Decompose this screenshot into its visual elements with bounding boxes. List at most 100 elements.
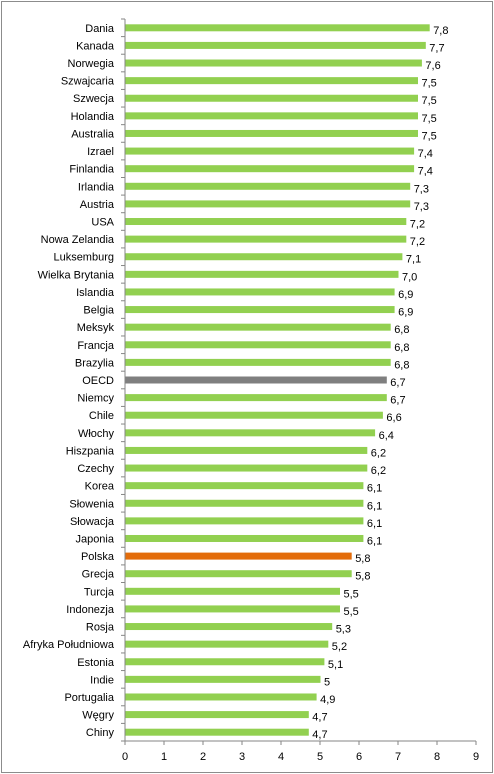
bar [125, 394, 387, 402]
category-label: Belgia [83, 305, 114, 317]
x-tick-label: 8 [434, 751, 440, 763]
bar [125, 623, 333, 631]
category-label: Nowa Zelandia [41, 234, 115, 246]
category-label: Chile [89, 410, 114, 422]
bar [125, 270, 399, 278]
x-tick-label: 1 [161, 751, 167, 763]
data-label: 4,9 [320, 694, 335, 706]
data-label: 6,7 [390, 395, 405, 407]
category-label: Węgry [82, 710, 114, 722]
x-tick-label: 2 [200, 751, 206, 763]
bar [125, 218, 407, 226]
data-label: 5,5 [344, 588, 359, 600]
category-label: Estonia [77, 657, 115, 669]
data-label: 6,1 [367, 500, 382, 512]
category-label: Meksyk [77, 322, 115, 334]
category-label: Japonia [75, 533, 114, 545]
data-label: 6,2 [371, 465, 386, 477]
chart-axes: 0 1 2 3 4 5 6 7 8 9 [121, 18, 479, 763]
category-label: Australia [71, 128, 115, 140]
category-label: Brazylia [75, 357, 115, 369]
bar [125, 253, 403, 261]
data-label: 7,2 [410, 236, 425, 248]
data-label: 6,1 [367, 518, 382, 530]
data-label: 6,9 [398, 289, 413, 301]
x-tick-label: 3 [239, 751, 245, 763]
x-tick-label: 6 [356, 751, 362, 763]
x-tick-label: 5 [317, 751, 323, 763]
data-label: 7,3 [414, 201, 429, 213]
data-label: 7,0 [402, 271, 417, 283]
data-label: 7,5 [422, 95, 437, 107]
x-tick-label: 4 [278, 751, 284, 763]
category-label: Finlandia [69, 164, 115, 176]
category-label: Czechy [77, 463, 114, 475]
bar [125, 658, 325, 666]
category-label: Portugalia [64, 692, 114, 704]
category-label: Islandia [76, 287, 115, 299]
category-label: Norwegia [68, 58, 115, 70]
bar [125, 605, 340, 613]
data-label: 5,1 [328, 659, 343, 671]
category-label: Dania [85, 23, 115, 35]
category-label: Wielka Brytania [38, 269, 115, 281]
data-label: 6,9 [398, 307, 413, 319]
bar [125, 587, 340, 595]
data-label: 5,3 [336, 624, 351, 636]
bar [125, 499, 364, 507]
category-label: Hiszpania [66, 445, 115, 457]
bar [125, 323, 391, 331]
category-label: Włochy [78, 428, 115, 440]
category-label: Indonezja [66, 604, 115, 616]
data-label: 4,7 [312, 712, 327, 724]
data-label: 6,2 [371, 447, 386, 459]
category-label: Szwecja [73, 93, 115, 105]
bar [125, 306, 395, 314]
category-label: OECD [82, 375, 114, 387]
data-label: 7,2 [410, 219, 425, 231]
bar [125, 288, 395, 296]
bar [125, 147, 415, 155]
category-label: Francja [77, 340, 115, 352]
data-label: 5,8 [355, 571, 370, 583]
data-label: 6,7 [390, 377, 405, 389]
bar [125, 94, 418, 102]
chart-labels: Dania 7,8 Kanada 7,7 Norwegia 7,6 Szwajcaria 7,… [23, 23, 449, 741]
bar [125, 411, 383, 419]
data-label: 6,8 [394, 342, 409, 354]
bar [125, 24, 430, 32]
bar [125, 534, 364, 542]
category-label: Holandia [71, 111, 115, 123]
category-label: Szwajcaria [61, 76, 115, 88]
bar [125, 235, 407, 243]
data-label: 6,4 [379, 430, 394, 442]
bar [125, 59, 422, 67]
category-label: Słowenia [69, 498, 115, 510]
data-label: 7,5 [422, 130, 437, 142]
data-label: 7,4 [418, 166, 433, 178]
data-label: 5,8 [355, 553, 370, 565]
category-label: Indie [90, 674, 114, 686]
category-label: Niemcy [77, 393, 114, 405]
category-label: Grecja [82, 569, 115, 581]
data-label: 5,2 [332, 641, 347, 653]
bar [125, 693, 317, 701]
bar [125, 429, 376, 437]
bar [125, 517, 364, 525]
category-label: Luksemburg [53, 252, 114, 264]
data-label: 7,4 [418, 148, 433, 160]
bar [125, 112, 418, 120]
data-label: 6,1 [367, 535, 382, 547]
data-label: 6,1 [367, 483, 382, 495]
data-label: 4,7 [312, 729, 327, 741]
bar [125, 41, 426, 49]
category-label: USA [91, 217, 114, 229]
bar [125, 711, 309, 719]
category-label: Afryka Południowa [23, 639, 115, 651]
category-label: Korea [85, 481, 115, 493]
category-label: Słowacja [70, 516, 115, 528]
bar [125, 552, 352, 560]
data-label: 7,1 [406, 254, 421, 266]
x-tick-label: 0 [122, 751, 128, 763]
